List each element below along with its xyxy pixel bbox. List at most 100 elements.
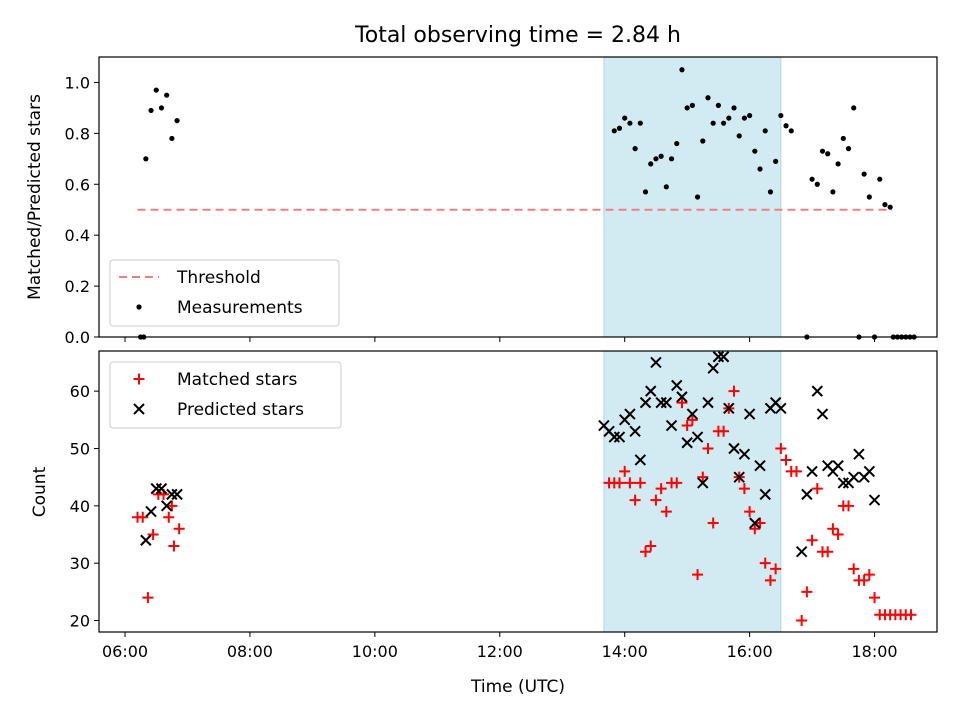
data-point	[153, 87, 159, 93]
data-point	[163, 511, 175, 523]
legend-marker	[133, 403, 145, 415]
data-point	[634, 477, 646, 489]
data-point	[150, 482, 162, 495]
data-point	[863, 465, 876, 478]
data-point	[674, 140, 680, 147]
data-point	[728, 442, 740, 455]
data-point	[752, 148, 758, 154]
data-point	[819, 148, 826, 154]
data-point	[764, 574, 776, 586]
data-point	[816, 408, 829, 420]
series-measurements	[138, 67, 917, 340]
bottom-ylabel: Count	[30, 466, 50, 517]
data-point	[613, 477, 625, 489]
data-point	[655, 483, 667, 495]
legend-box	[109, 259, 340, 327]
data-point	[645, 540, 657, 552]
data-point	[702, 396, 714, 409]
data-point	[166, 500, 178, 512]
data-point	[877, 176, 883, 182]
data-point	[142, 592, 154, 604]
data-point	[171, 488, 183, 501]
data-point	[853, 448, 865, 460]
data-point	[681, 420, 693, 432]
data-point	[660, 506, 672, 518]
data-point	[796, 615, 808, 627]
data-point	[720, 120, 727, 126]
data-point	[697, 477, 709, 489]
data-point	[608, 431, 620, 443]
y-tick-label: 20	[70, 612, 90, 631]
data-point	[653, 156, 659, 162]
data-point	[650, 356, 662, 369]
data-point	[624, 408, 636, 420]
plot-frame	[98, 56, 938, 338]
data-point	[775, 442, 787, 454]
data-point	[869, 592, 881, 604]
data-point	[143, 156, 149, 162]
data-point	[140, 534, 152, 546]
data-point	[743, 408, 756, 420]
data-point	[905, 609, 917, 621]
data-point	[684, 105, 690, 111]
data-point	[665, 419, 678, 432]
data-point	[718, 425, 730, 437]
data-point	[679, 67, 685, 73]
data-point	[801, 488, 813, 501]
y-tick-label: 40	[70, 497, 90, 516]
y-tick-label: 1.0	[65, 73, 90, 92]
data-point	[629, 494, 641, 506]
data-point	[155, 482, 168, 495]
data-point	[655, 396, 667, 409]
data-point	[757, 166, 763, 172]
x-tick-label: 14:00	[602, 642, 648, 661]
data-point	[775, 402, 787, 415]
data-point	[882, 202, 888, 208]
data-point	[788, 128, 794, 134]
data-point	[759, 488, 771, 501]
data-point	[691, 431, 704, 443]
data-point	[650, 494, 662, 506]
data-point	[158, 105, 165, 111]
legend-label: Predicted stars	[177, 400, 304, 420]
data-point	[738, 483, 750, 495]
data-point	[712, 351, 725, 363]
data-point	[806, 465, 818, 478]
data-point	[137, 511, 149, 523]
x-tick-label: 10:00	[352, 642, 398, 661]
data-point	[705, 95, 711, 101]
data-point	[832, 459, 844, 472]
y-tick-label: 0.6	[65, 175, 90, 194]
data-point	[715, 102, 721, 108]
data-point	[676, 397, 688, 409]
data-point	[700, 138, 706, 144]
data-point	[692, 569, 704, 581]
chart-title: Total observing time = 2.84 h	[354, 23, 681, 48]
data-point	[710, 120, 716, 126]
legend-marker	[133, 373, 145, 385]
data-point	[845, 146, 852, 152]
top-ylabel: Matched/Predicted stars	[25, 94, 45, 300]
data-point	[632, 146, 638, 152]
data-point	[642, 189, 649, 195]
data-point	[613, 431, 626, 443]
data-point	[759, 557, 771, 569]
data-point	[747, 112, 753, 119]
data-point	[668, 156, 675, 162]
data-point	[619, 465, 631, 477]
data-point	[840, 135, 846, 142]
data-point	[629, 425, 641, 437]
data-point	[738, 448, 751, 460]
data-point	[717, 351, 730, 363]
data-point	[811, 483, 823, 495]
data-point	[166, 488, 178, 501]
y-tick-label: 0.0	[65, 328, 90, 347]
legend: Matched stars Predicted stars	[109, 361, 342, 429]
x-tick-label: 06:00	[102, 642, 148, 661]
data-point	[707, 362, 719, 374]
x-tick-label: 18:00	[851, 642, 897, 661]
data-point	[780, 454, 792, 466]
plot-frame	[98, 350, 938, 633]
x-tick-label: 08:00	[227, 642, 273, 661]
